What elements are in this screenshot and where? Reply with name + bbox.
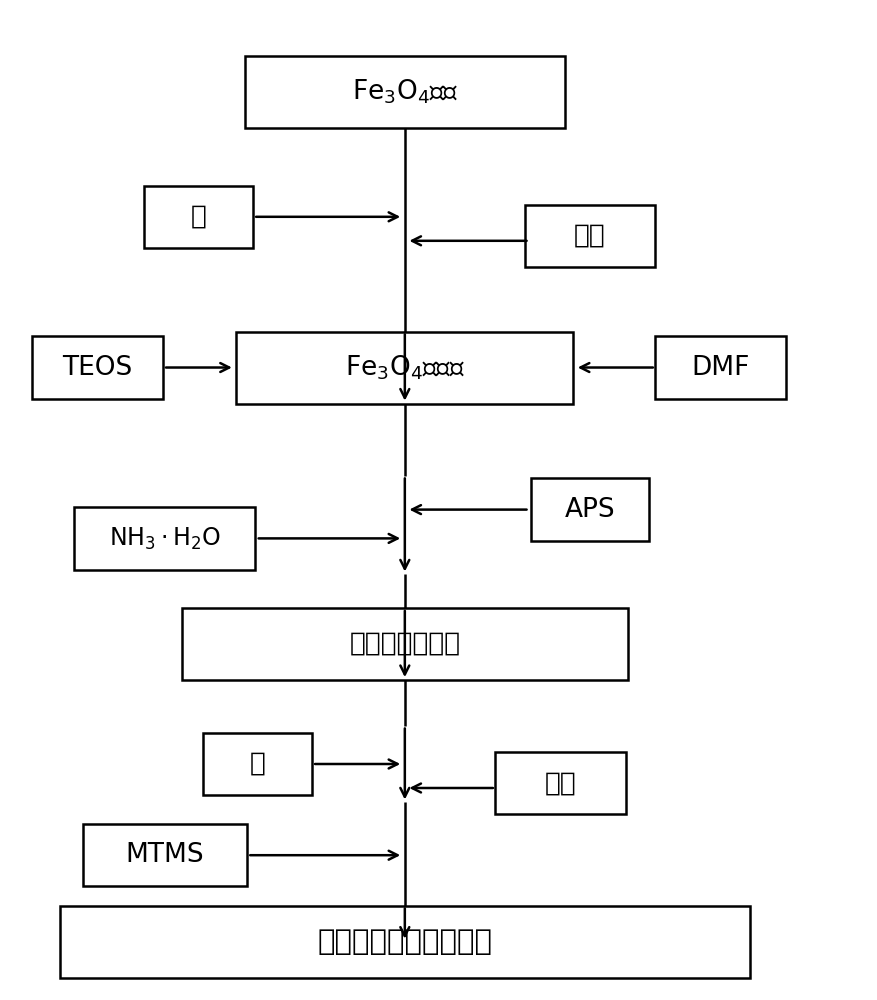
Text: 水: 水: [250, 751, 266, 777]
Bar: [496, 752, 626, 814]
Bar: [144, 186, 253, 248]
Text: DMF: DMF: [691, 355, 750, 381]
Bar: [237, 332, 574, 404]
Bar: [203, 733, 312, 795]
Text: MTMS: MTMS: [125, 842, 204, 868]
Text: APS: APS: [565, 497, 616, 523]
Text: 水: 水: [190, 204, 206, 230]
Bar: [60, 906, 750, 978]
Bar: [82, 824, 247, 886]
Text: 高疏水二氧化硅气凝胶: 高疏水二氧化硅气凝胶: [317, 928, 492, 956]
Text: 乙醇: 乙醇: [574, 223, 606, 249]
Text: TEOS: TEOS: [62, 355, 132, 381]
Bar: [524, 205, 655, 267]
Bar: [531, 478, 649, 541]
Bar: [75, 507, 255, 570]
Text: $\mathrm{Fe_3O_4}$分散液: $\mathrm{Fe_3O_4}$分散液: [345, 353, 465, 382]
Text: $\mathrm{NH_3 \cdot H_2O}$: $\mathrm{NH_3 \cdot H_2O}$: [109, 525, 221, 552]
Bar: [182, 608, 628, 680]
Text: 乙醇: 乙醇: [545, 770, 576, 796]
Text: 二氧化硅固凝胶: 二氧化硅固凝胶: [349, 631, 460, 657]
Text: $\mathrm{Fe_3O_4}$粉末: $\mathrm{Fe_3O_4}$粉末: [352, 78, 458, 106]
Bar: [32, 336, 163, 399]
Bar: [655, 336, 786, 399]
Bar: [245, 56, 565, 128]
